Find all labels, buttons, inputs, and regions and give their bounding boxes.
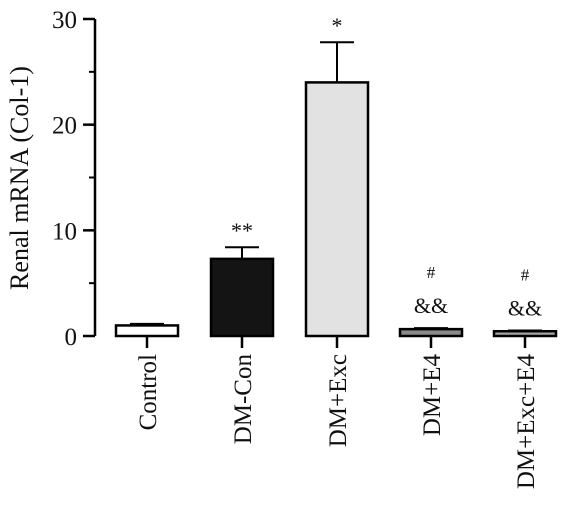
y-tick-label: 10	[52, 218, 77, 245]
y-tick-label: 20	[52, 113, 77, 140]
y-tick-label: 0	[65, 324, 78, 351]
x-tick-label: DM+E4	[419, 354, 446, 437]
significance-marker: #	[427, 263, 436, 282]
y-axis-label: Renal mRNA (Col-1)	[5, 66, 34, 290]
bar-dm-con	[209, 257, 275, 338]
x-tick-label: DM+Exc	[325, 354, 352, 447]
significance-marker: &&	[508, 296, 542, 321]
significance-marker: #	[521, 266, 530, 285]
axes: 0 10 20 30	[52, 7, 97, 351]
y-tick-label: 30	[52, 7, 77, 34]
x-tick-label: Control	[135, 354, 162, 430]
significance-marker: **	[231, 218, 253, 243]
significance-marker: &&	[414, 293, 448, 318]
bar-dm-exc-e4	[492, 329, 558, 338]
x-tick-label: DM-Con	[230, 354, 257, 445]
bars: Control DM-Con DM+Exc DM+E4 DM+Exc+E4	[114, 41, 558, 490]
bar-dm-exc	[304, 81, 370, 338]
significance-marker: *	[332, 13, 343, 38]
bar-control	[114, 324, 180, 338]
x-tick-label: DM+Exc+E4	[513, 354, 540, 490]
annotations: ***#&&#&&	[231, 13, 542, 320]
bar-dm-e4	[398, 327, 464, 338]
